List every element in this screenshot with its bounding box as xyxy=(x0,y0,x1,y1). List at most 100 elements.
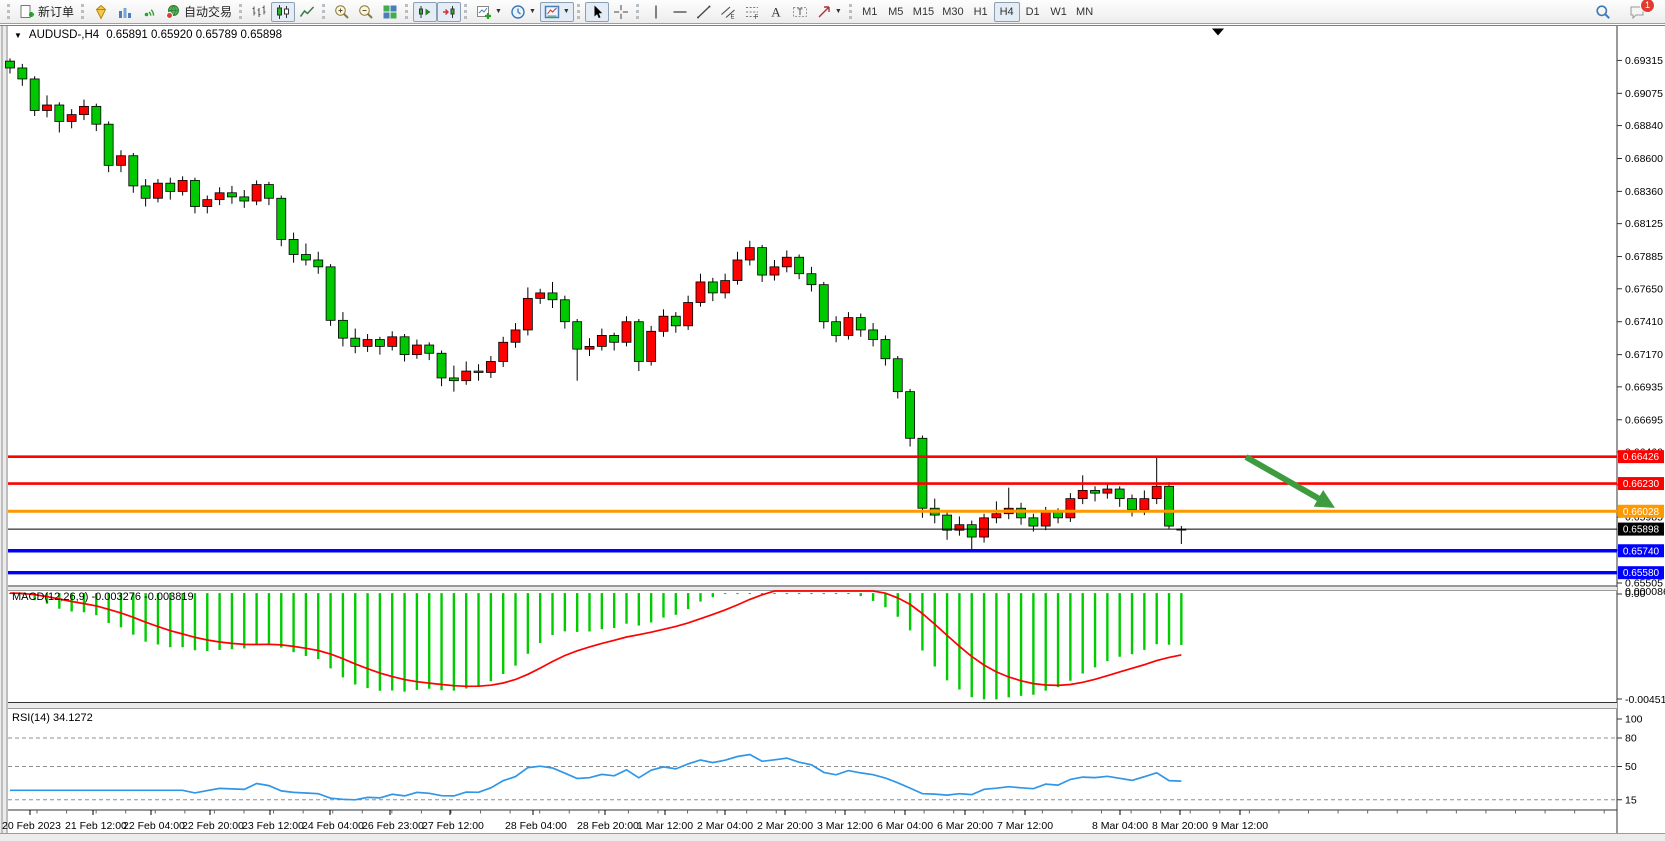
candle-body xyxy=(325,266,336,321)
ohlc-quote-text: 0.65891 0.65920 0.65789 0.65898 xyxy=(106,29,283,41)
signals-button[interactable] xyxy=(137,2,161,22)
toolbar-grip[interactable] xyxy=(7,4,10,19)
collapse-icon[interactable]: ▼ xyxy=(14,30,22,40)
time-label: 9 Mar 12:00 xyxy=(1212,820,1268,832)
toolbar-grip[interactable] xyxy=(81,4,85,19)
crosshair-button[interactable] xyxy=(609,2,633,22)
timeframe-m15-button[interactable]: M15 xyxy=(909,2,938,22)
timeframe-d1-button[interactable]: D1 xyxy=(1020,2,1046,22)
candle-body xyxy=(535,292,546,299)
text-label-button[interactable]: T xyxy=(788,2,812,22)
cursor-button[interactable] xyxy=(584,1,609,22)
rsi-level-label: 50 xyxy=(1625,761,1637,773)
status-bar xyxy=(0,833,1665,841)
equidistant-channel-button[interactable]: E xyxy=(716,2,740,22)
zoom-in-icon xyxy=(335,4,349,19)
chart-shift-button[interactable] xyxy=(437,1,462,22)
trendline-button[interactable] xyxy=(692,2,716,22)
candle-body xyxy=(128,155,139,187)
tile-windows-button[interactable] xyxy=(378,2,402,22)
zoom-in-button[interactable] xyxy=(330,2,354,22)
rsi-level-label: 100 xyxy=(1625,714,1643,726)
text-button[interactable]: A xyxy=(764,2,788,22)
toolbar-grip[interactable] xyxy=(405,4,409,19)
candle-body xyxy=(79,105,89,116)
time-label: 8 Mar 20:00 xyxy=(1152,820,1208,832)
chevron-down-icon[interactable]: ▼ xyxy=(562,8,570,15)
timeframe-h1-button[interactable]: H1 xyxy=(968,2,994,22)
left-splitter[interactable] xyxy=(0,25,8,841)
candle-body xyxy=(979,517,989,538)
auto-scroll-button[interactable] xyxy=(413,1,438,22)
horizontal-line-button[interactable] xyxy=(668,2,692,22)
symbol-period-label: AUDUSD-,H4 xyxy=(28,29,100,41)
timeframe-m30-button[interactable]: M30 xyxy=(938,2,967,22)
price-chart[interactable]: 0.69315 0.69075 0.68840 0.68600 0.68360 0.681… xyxy=(0,25,1665,841)
price-chip xyxy=(1618,477,1664,491)
indicators-button[interactable]: ▼ xyxy=(472,2,506,22)
zoom-out-button[interactable] xyxy=(354,2,378,22)
price-chip xyxy=(1618,544,1664,558)
toolbar-grip[interactable] xyxy=(576,4,580,19)
toolbar-grip[interactable] xyxy=(464,4,468,19)
candle-body xyxy=(855,317,866,331)
auto-trading-button[interactable]: 自动交易 xyxy=(161,2,236,22)
candle-body xyxy=(153,182,163,199)
hlines-layer[interactable]: 0.66426 0.66230 0.66028 0.65898 0.65740 0.655… xyxy=(8,450,1664,580)
rsi-pane[interactable]: 100 80 50 15 xyxy=(8,714,1643,807)
fibonacci-button[interactable]: F xyxy=(740,2,764,22)
chart-shift-marker[interactable] xyxy=(1212,28,1224,36)
price-tick-label: 0.68360 xyxy=(1625,186,1663,198)
vertical-line-button[interactable] xyxy=(644,2,668,22)
periods-button[interactable]: ▼ xyxy=(506,2,540,22)
crystal-button[interactable] xyxy=(89,2,113,22)
timeframe-mn-button[interactable]: MN xyxy=(1072,2,1098,22)
macd-pane[interactable]: 0.000.000086 -0.004519 xyxy=(8,586,1665,706)
candle-body xyxy=(757,247,768,276)
search-button[interactable] xyxy=(1591,2,1615,22)
chevron-down-icon[interactable]: ▼ xyxy=(834,8,842,15)
toolbar-grip[interactable] xyxy=(322,4,326,19)
candle-body xyxy=(646,330,657,362)
bar-chart-mode-button[interactable] xyxy=(247,2,271,22)
toolbar-grip[interactable] xyxy=(848,4,852,19)
templates-button[interactable]: ▼ xyxy=(539,1,574,22)
candle-body xyxy=(387,336,398,347)
candle-body xyxy=(522,297,533,331)
new-order-button[interactable]: 新订单 xyxy=(15,2,78,22)
candle-body xyxy=(843,317,854,336)
timeframe-m5-button[interactable]: M5 xyxy=(883,2,909,22)
time-label: 22 Feb 04:00 xyxy=(123,820,185,832)
candle-body xyxy=(485,361,496,373)
svg-text:T: T xyxy=(797,7,803,17)
rsi-line xyxy=(10,753,1182,801)
timeframe-h4-button[interactable]: H4 xyxy=(993,1,1020,22)
toolbar-grip[interactable] xyxy=(239,4,243,19)
vline-icon xyxy=(655,5,657,18)
timeframe-m5-label: M5 xyxy=(888,5,904,18)
timeframe-w1-button[interactable]: W1 xyxy=(1046,2,1072,22)
chat-button[interactable]: 1 xyxy=(1625,0,1655,22)
candle-body xyxy=(1151,485,1162,500)
candlestick-mode-button[interactable] xyxy=(271,1,296,22)
price-tick-label: 0.67650 xyxy=(1625,283,1663,295)
candle-body xyxy=(596,335,607,347)
timeframe-m1-label: M1 xyxy=(862,5,878,18)
price-chip-label: 0.66426 xyxy=(1623,452,1660,463)
line-chart-mode-button[interactable] xyxy=(295,2,319,22)
timeframe-m1-button[interactable]: M1 xyxy=(857,2,883,22)
time-label: 21 Feb 12:00 xyxy=(65,820,127,832)
market-watch-button[interactable] xyxy=(113,2,137,22)
candles-layer[interactable] xyxy=(5,58,1187,550)
arrows-button[interactable]: ▼ xyxy=(812,2,846,22)
macd-axis-max-label: 0.000086 xyxy=(1625,586,1665,598)
chevron-down-icon[interactable]: ▼ xyxy=(495,8,502,15)
chevron-down-icon[interactable]: ▼ xyxy=(528,8,536,15)
line-chart-icon xyxy=(299,5,315,17)
candle-body xyxy=(313,259,324,268)
candle-body xyxy=(1102,488,1113,494)
down-arrow-annotation[interactable] xyxy=(1244,454,1336,508)
new-order-icon xyxy=(20,4,34,18)
toolbar-grip[interactable] xyxy=(635,4,639,19)
